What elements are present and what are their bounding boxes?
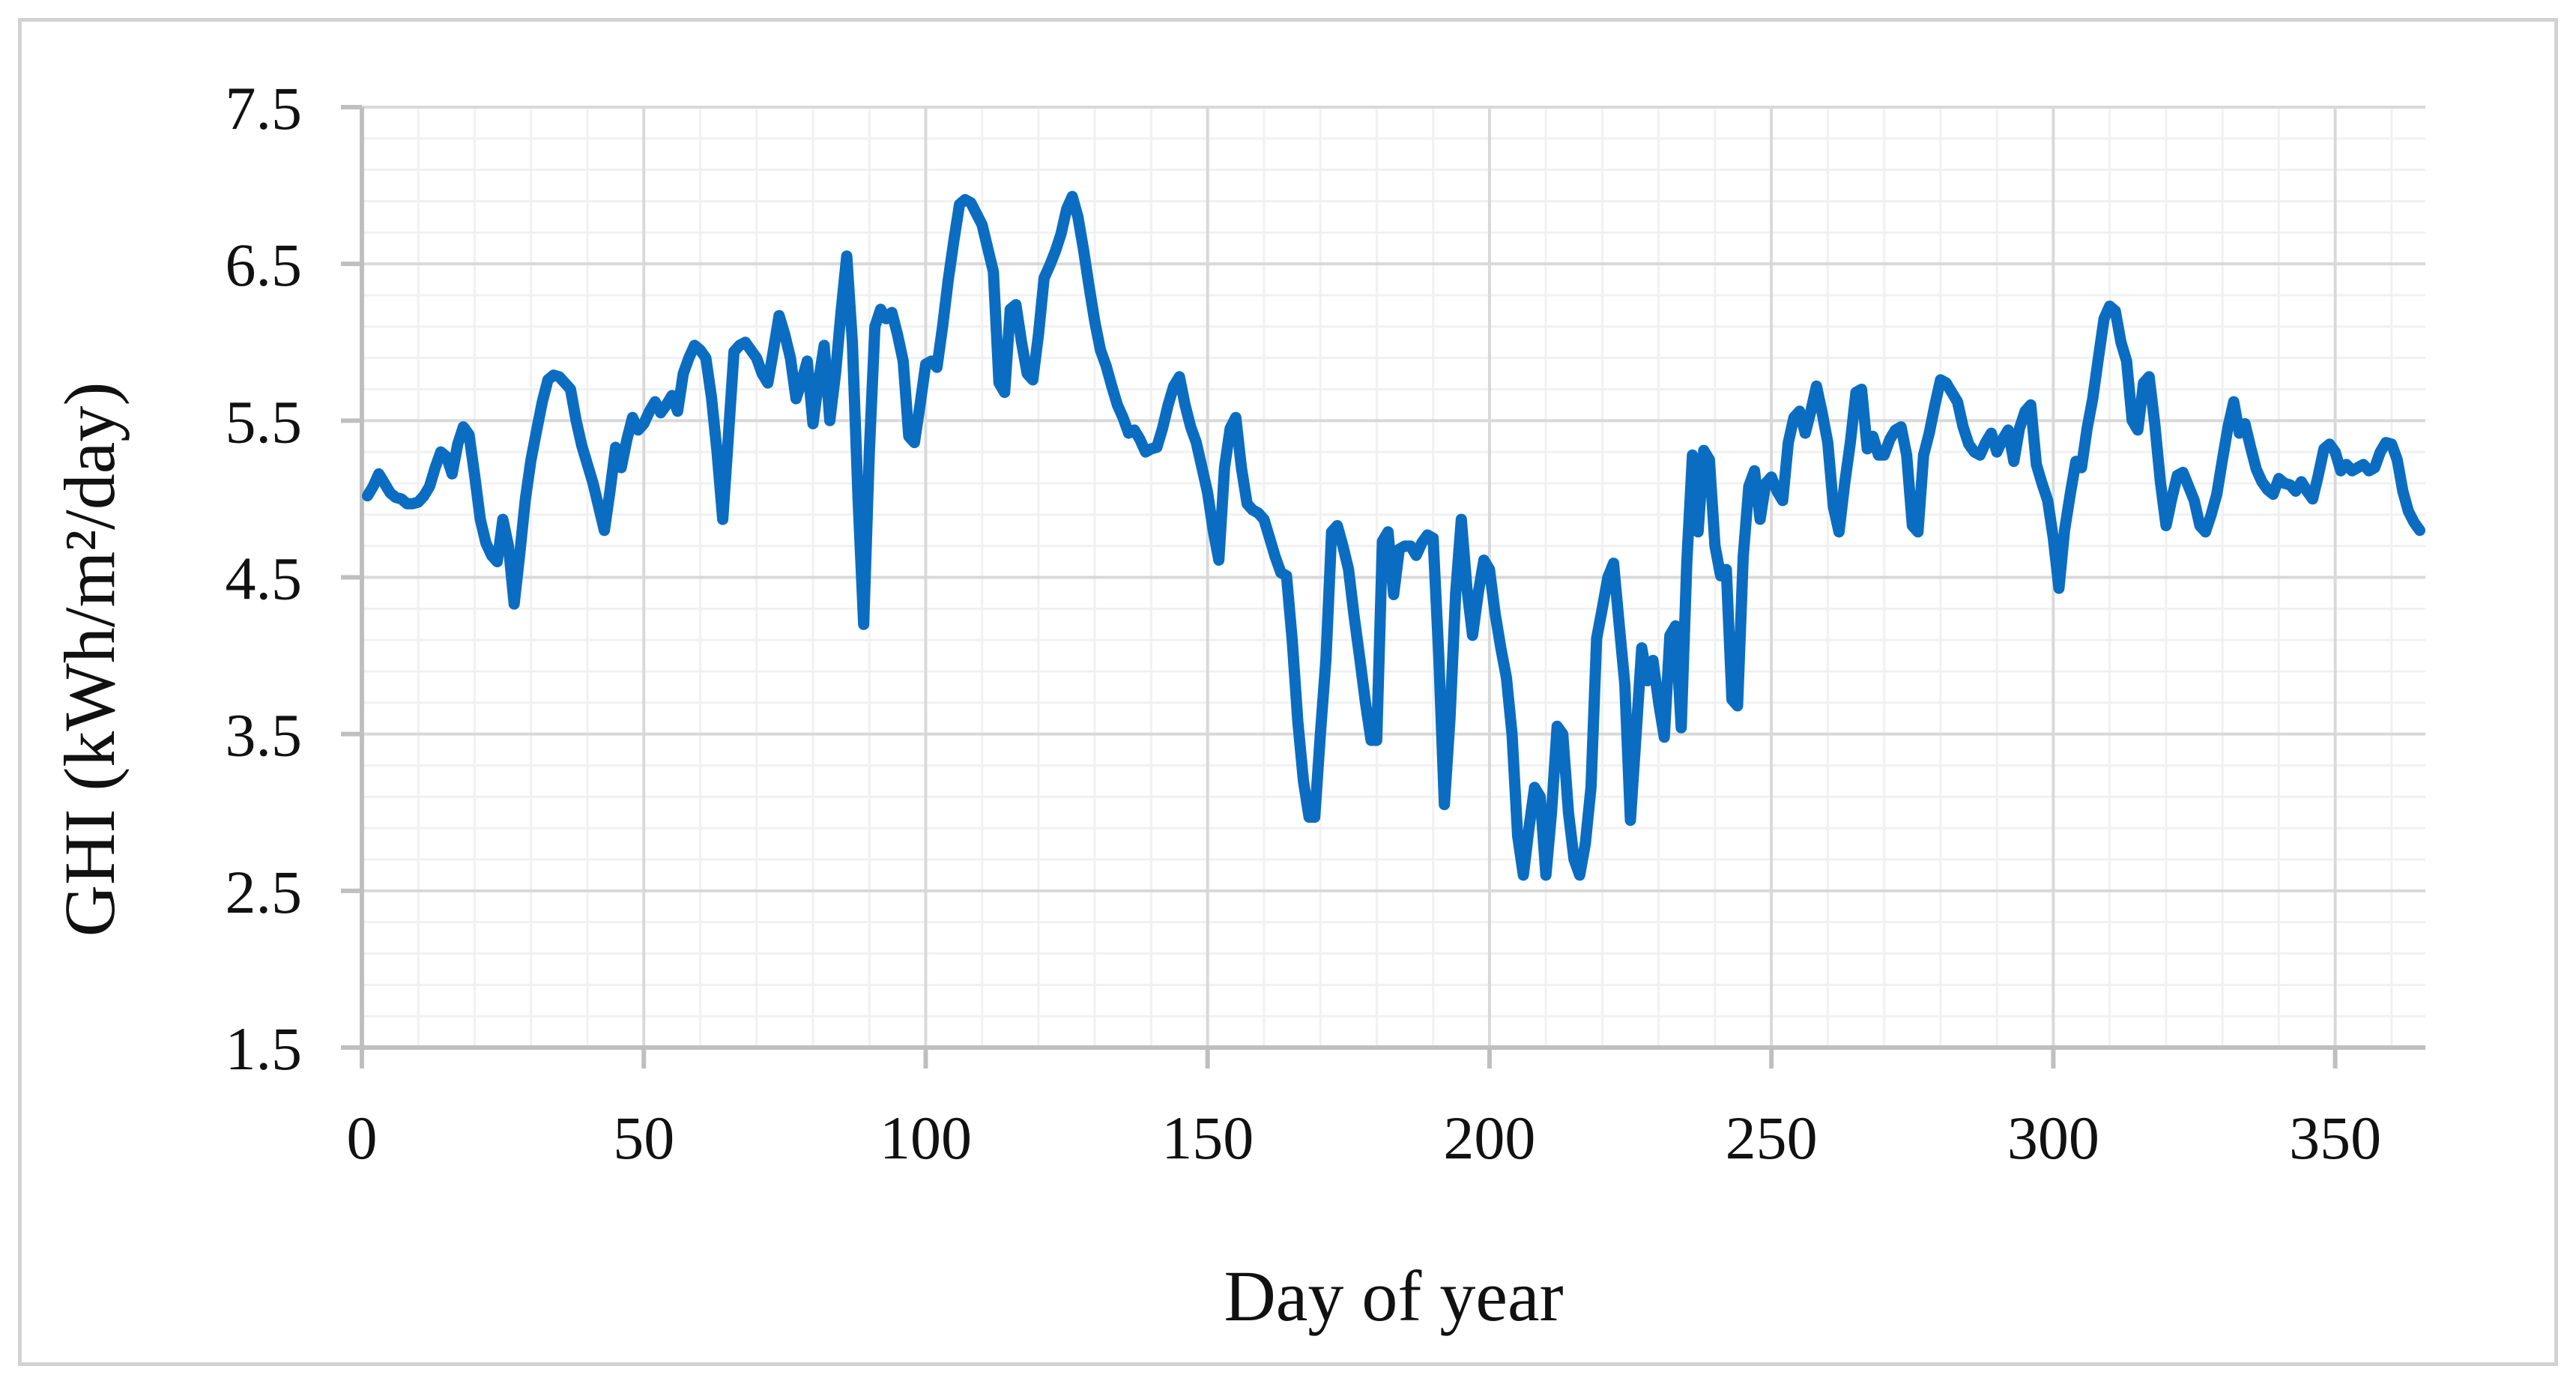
x-tick-label: 50 — [613, 1104, 674, 1172]
chart-border-frame — [18, 18, 2558, 1366]
x-axis-title: Day of year — [1224, 1256, 1563, 1336]
data-series-line — [362, 190, 2425, 881]
axis-tick-marks — [341, 105, 2338, 1069]
x-tick-label: 300 — [2007, 1104, 2099, 1172]
y-axis-title: GHI (kWh/m²/day) — [49, 382, 130, 937]
x-tick-label: 100 — [880, 1104, 972, 1172]
y-tick-labels: 1.5 2.5 3.5 4.5 5.5 6.5 7.5 — [226, 74, 303, 1083]
y-tick-label: 1.5 — [226, 1015, 303, 1083]
ghi-series-path — [362, 190, 2425, 881]
y-tick-label: 7.5 — [226, 74, 303, 142]
x-tick-labels: 0 50 100 150 200 250 300 350 — [347, 1104, 2382, 1172]
x-tick-label: 250 — [1726, 1104, 1818, 1172]
y-tick-label: 6.5 — [226, 231, 303, 299]
x-tick-label: 150 — [1161, 1104, 1254, 1172]
x-tick-label: 0 — [347, 1104, 378, 1172]
y-tick-label: 2.5 — [226, 858, 303, 926]
major-gridlines — [362, 106, 2425, 1048]
y-tick-label: 3.5 — [226, 701, 303, 770]
x-tick-label: 200 — [1443, 1104, 1535, 1172]
y-tick-label: 5.5 — [226, 387, 303, 456]
x-tick-label: 350 — [2289, 1104, 2381, 1172]
y-tick-label: 4.5 — [226, 545, 303, 613]
